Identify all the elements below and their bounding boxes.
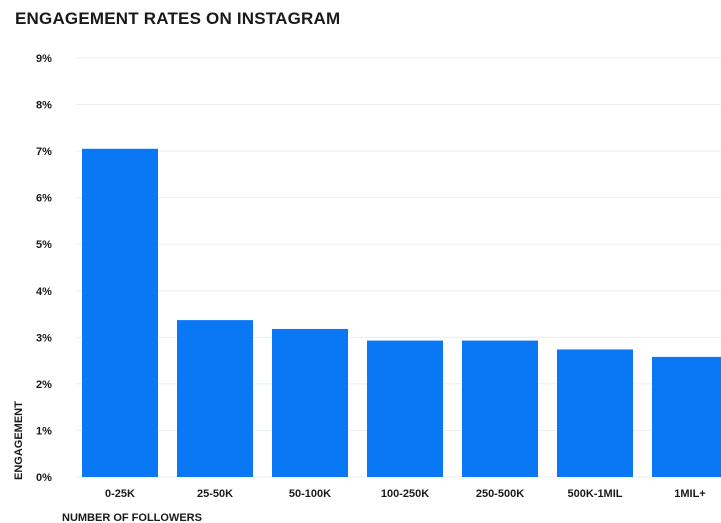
bar-50-100k	[272, 328, 348, 477]
bar-1mil-	[652, 356, 721, 477]
bar-500k-1mil	[557, 349, 633, 477]
y-axis-ticks: 0% 1% 2% 3% 4% 5% 6% 7% 8% 9%	[36, 53, 52, 484]
y-tick-label: 3%	[36, 332, 52, 344]
chart-title: ENGAGEMENT RATES ON INSTAGRAM	[15, 9, 340, 28]
y-tick-label: 7%	[36, 146, 52, 158]
y-axis-label: ENGAGEMENT	[13, 401, 25, 480]
y-tick-label: 1%	[36, 425, 52, 437]
bar-250-500k	[462, 340, 538, 477]
x-tick-label: 250-500K	[476, 488, 524, 500]
bar-25-50k	[177, 320, 253, 477]
x-tick-label: 50-100K	[289, 488, 331, 500]
x-tick-label: 100-250K	[381, 488, 429, 500]
x-tick-label: 1MIL+	[674, 488, 705, 500]
y-tick-label: 8%	[36, 100, 52, 112]
x-axis-ticks: 0-25K 25-50K 50-100K 100-250K 250-500K 500K-1…	[105, 488, 706, 500]
x-axis-label: NUMBER OF FOLLOWERS	[62, 512, 202, 523]
x-tick-label: 0-25K	[105, 488, 135, 500]
y-tick-label: 4%	[36, 286, 52, 298]
y-tick-label: 6%	[36, 193, 52, 205]
bar-100-250k	[367, 340, 443, 477]
y-tick-label: 5%	[36, 239, 52, 251]
x-tick-label: 500K-1MIL	[567, 488, 622, 500]
y-tick-label: 0%	[36, 472, 52, 484]
x-tick-label: 25-50K	[197, 488, 233, 500]
bars	[82, 148, 721, 478]
y-tick-label: 9%	[36, 53, 52, 65]
y-tick-label: 2%	[36, 379, 52, 391]
bar-0-25k	[82, 148, 158, 478]
